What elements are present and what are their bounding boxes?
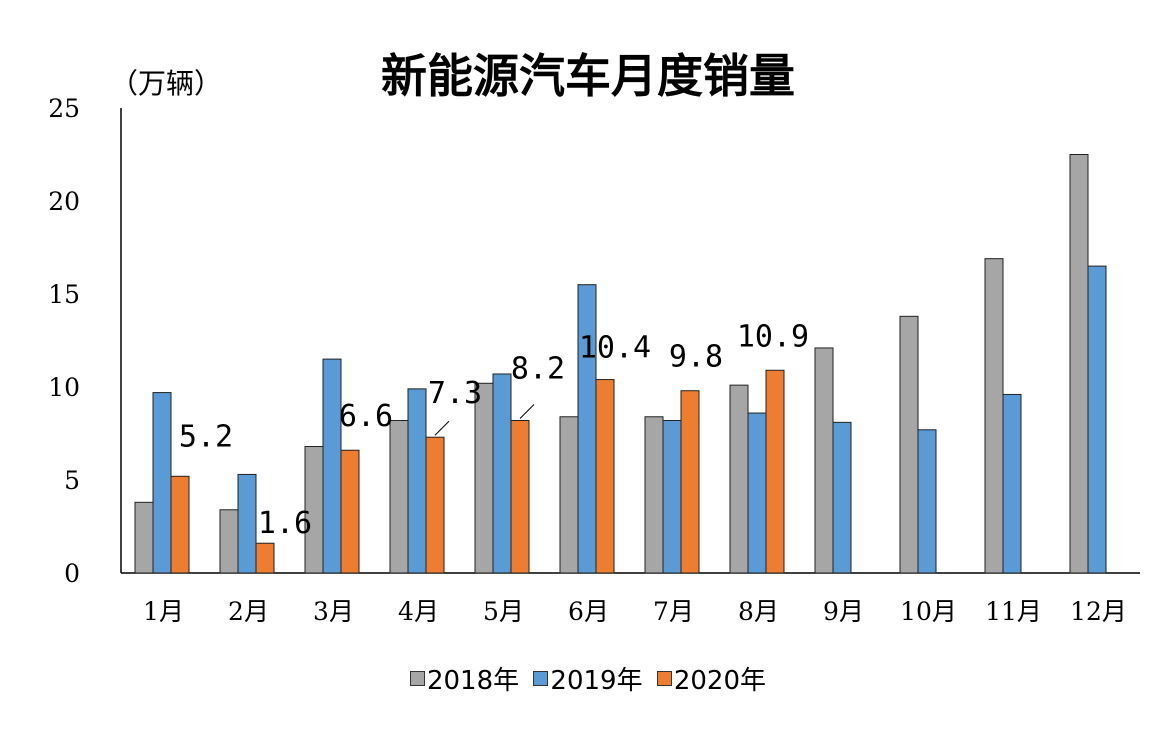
data-label-2020-5月: 8.2: [511, 351, 565, 386]
bar-2018年-1月: [134, 501, 154, 574]
bar-2018年-5月: [474, 382, 494, 574]
x-tick-label: 7月: [653, 597, 694, 626]
bar-2019年-4月: [407, 388, 427, 574]
bar-2019年-9月: [832, 421, 852, 574]
bar-2020年-8月: [765, 369, 785, 574]
y-tick-label: 20: [48, 187, 80, 216]
bar-2018年-10月: [899, 315, 919, 574]
bar-2020年-5月: [510, 419, 530, 574]
bar-2020年-1月: [170, 475, 190, 574]
bar-2019年-12月: [1087, 265, 1107, 574]
chart-title: 新能源汽车月度销量: [381, 49, 795, 103]
legend-swatch-2019: [533, 671, 549, 686]
bar-2018年-7月: [644, 416, 664, 574]
bar-2020年-4月: [425, 436, 445, 574]
data-label-leader-line: [519, 404, 535, 419]
legend-label-2020: 2020年: [673, 666, 767, 696]
x-tick-label: 10月: [900, 597, 957, 626]
x-tick-label: 11月: [985, 597, 1042, 626]
y-tick-label: 15: [48, 280, 80, 309]
data-label-leader-line: [434, 420, 450, 436]
bar-2019年-7月: [662, 419, 682, 574]
bar-2018年-2月: [219, 509, 239, 574]
legend-label-2019: 2019年: [550, 666, 643, 696]
y-tick-label: 0: [64, 559, 80, 588]
data-label-2020-7月: 9.8: [669, 340, 723, 375]
x-tick-label: 4月: [398, 597, 439, 626]
bar-2019年-3月: [322, 358, 342, 574]
x-tick-label: 8月: [738, 597, 779, 626]
x-tick-label: 9月: [823, 597, 864, 626]
bar-2019年-8月: [747, 412, 767, 574]
bar-2018年-4月: [389, 419, 409, 574]
y-tick-label: 5: [64, 466, 80, 495]
data-label-2020-4月: 7.3: [428, 376, 482, 411]
bar-2018年-8月: [729, 384, 749, 574]
legend-item-2019: 2019年: [533, 660, 643, 697]
bar-2019年-5月: [492, 373, 512, 574]
data-label-2020-3月: 6.6: [339, 399, 393, 434]
x-tick-label: 6月: [568, 597, 609, 626]
legend-label-2018: 2018年: [426, 666, 520, 696]
legend-swatch-2020: [656, 671, 672, 686]
bar-2020年-2月: [255, 542, 275, 574]
data-label-2020-6月: 10.4: [579, 331, 651, 366]
bar-2018年-9月: [814, 347, 834, 574]
bar-2019年-1月: [152, 392, 172, 574]
legend-swatch-2018: [409, 671, 425, 686]
x-tick-label: 2月: [228, 597, 269, 626]
bar-2019年-6月: [577, 284, 597, 574]
y-tick-label: 10: [48, 373, 80, 402]
legend-item-2020: 2020年: [656, 660, 767, 697]
y-tick-label: 25: [48, 94, 80, 123]
x-tick-label: 1月: [143, 597, 184, 626]
bar-2019年-11月: [1002, 393, 1022, 574]
legend-item-2018: 2018年: [409, 660, 520, 697]
bar-2019年-2月: [237, 473, 257, 574]
x-tick-label: 5月: [483, 597, 524, 626]
bar-2018年-11月: [984, 258, 1004, 574]
bar-2018年-12月: [1069, 154, 1089, 574]
bar-2020年-3月: [340, 449, 360, 574]
bar-2020年-6月: [595, 379, 615, 574]
bar-2019年-10月: [917, 429, 937, 574]
data-label-2020-8月: 10.9: [737, 319, 809, 354]
bar-2018年-6月: [559, 416, 579, 574]
x-tick-label: 12月: [1070, 597, 1127, 626]
data-label-2020-1月: 5.2: [179, 419, 233, 454]
y-axis-unit-label: （万辆）: [110, 67, 223, 100]
x-tick-label: 3月: [313, 597, 354, 626]
data-label-2020-2月: 1.6: [258, 506, 312, 541]
bar-2020年-7月: [680, 390, 700, 574]
chart-legend: 2018年 2019年 2020年: [0, 660, 1176, 697]
